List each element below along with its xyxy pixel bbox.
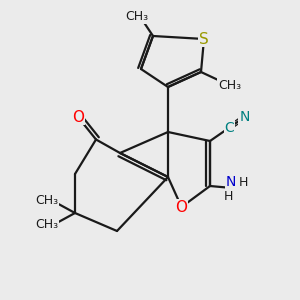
Text: S: S bbox=[199, 32, 209, 46]
Text: N: N bbox=[226, 175, 236, 189]
Text: CH₃: CH₃ bbox=[35, 194, 58, 208]
Text: N: N bbox=[239, 110, 250, 124]
Text: O: O bbox=[176, 200, 188, 214]
Text: CH₃: CH₃ bbox=[218, 79, 241, 92]
Text: C: C bbox=[225, 121, 234, 134]
Text: CH₃: CH₃ bbox=[35, 218, 58, 232]
Text: H: H bbox=[239, 176, 248, 189]
Text: CH₃: CH₃ bbox=[125, 10, 148, 23]
Text: H: H bbox=[224, 190, 233, 203]
Text: O: O bbox=[72, 110, 84, 124]
